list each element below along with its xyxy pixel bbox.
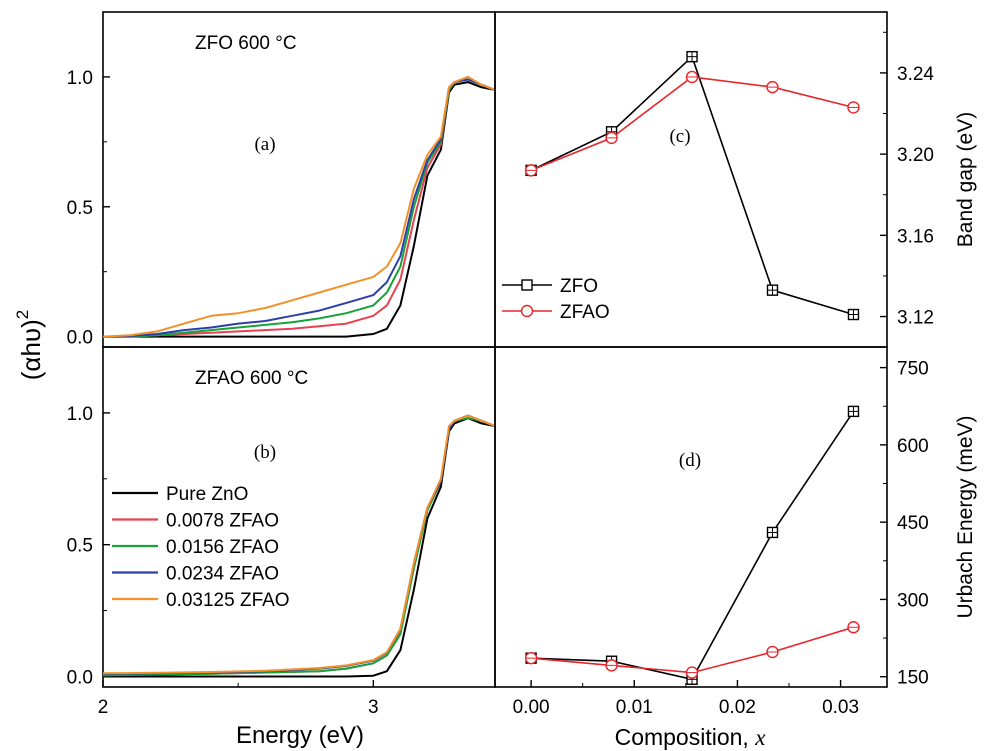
panel-c-y-label: Band gap (eV) [954,112,977,247]
composition-x-label-text: Composition, [615,724,756,750]
y-tick-label: 450 [897,513,929,534]
panel-b-label: (b) [254,442,276,463]
y-tick-label: 300 [897,590,929,611]
shared-y-label-superscript: 2 [13,310,32,319]
panel-b: 0.0 0.5 1.0 2 3 ZFAO 600 °C (b) Pure ZnO 0.0078 … [67,346,496,718]
composition-x-label-variable: x [754,725,766,750]
legend-label-x0156: 0.0156 ZFAO [166,537,279,558]
y-tick-label: 750 [897,359,929,380]
panel-a-label: (a) [254,134,275,155]
y-tick-label: 0.0 [67,667,93,688]
series-line-x0156 [103,417,495,677]
x-tick-label: 0.02 [719,697,756,718]
legend-label-pure_zno: Pure ZnO [166,484,248,505]
panel-d-label: (d) [679,450,701,471]
panel-a-plot-area [103,75,495,338]
x-tick-label: 0.03 [822,697,859,718]
composition-x-label: Composition, x [615,724,767,750]
y-tick-label: 1.0 [67,404,93,425]
x-tick-label: 3 [368,697,379,718]
x-tick-label: 2 [98,697,109,718]
series-line-x03125 [103,75,495,338]
panel-d-y-label: Urbach Energy (meV) [954,415,977,618]
energy-x-label: Energy (eV) [236,722,364,749]
y-tick-label: 3.24 [897,64,934,85]
y-tick-label: 0.0 [67,328,93,349]
legend-label-x03125: 0.03125 ZFAO [166,590,290,611]
y-tick-label: 150 [897,668,929,689]
y-tick-label: 3.20 [897,145,934,166]
panel-b-annotation: ZFAO 600 °C [195,368,308,389]
panel-c-plot-area [524,50,860,321]
x-tick-label: 0.00 [513,697,550,718]
panel-b-frame [102,346,496,688]
y-tick-label: 0.5 [67,536,93,557]
legend-label-zfao: ZFAO [560,302,610,323]
y-tick-label: 3.12 [897,308,934,329]
series-line-x03125 [103,414,495,675]
series-line-zfao [530,76,854,172]
y-tick-label: 600 [897,436,929,457]
panel-b-plot-area [103,414,495,678]
panel-c-label: (c) [669,126,690,147]
series-line-pure_zno [103,417,495,678]
y-tick-label: 1.0 [67,68,93,89]
shared-y-label: (αhυ)2 [13,310,46,381]
panel-a-frame [102,11,496,348]
legend-label-x0078: 0.0078 ZFAO [166,511,279,532]
series-line-zfao [531,626,854,674]
x-tick-label: 0.01 [616,697,653,718]
legend-label-x0234: 0.0234 ZFAO [166,564,279,585]
legend-marker-zfo [521,279,533,291]
series-line-x0234 [103,414,495,675]
legend-marker-zfao [520,304,534,318]
panel-d: 150 300 450 600 750 0.00 0.01 0.02 0.03 (d) Urbach… [494,346,977,718]
y-tick-label: 3.16 [897,226,934,247]
panel-a: 0.0 0.5 1.0 ZFO 600 °C (a) [67,11,496,349]
y-tick-label: 0.5 [67,198,93,219]
panel-a-annotation: ZFO 600 °C [195,33,297,54]
series-line-x0078 [103,414,495,677]
series-line-pure_zno [103,81,495,338]
panel-d-plot-area [524,405,860,685]
panel-c: 3.12 3.16 3.20 3.24 (c) Band gap (eV) ZFO ZFAO [494,11,977,348]
legend-label-zfo: ZFO [560,276,598,297]
panel-d-frame [494,346,888,688]
